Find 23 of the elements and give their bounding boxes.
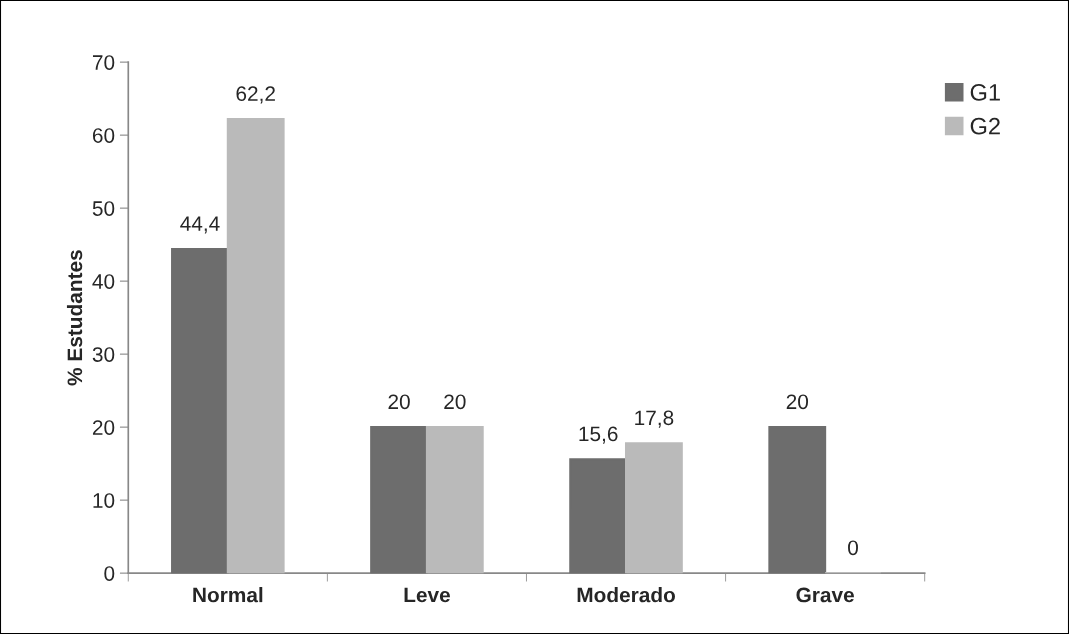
data-label: 0 bbox=[848, 540, 858, 556]
y-tick-label: 70 bbox=[92, 55, 115, 70]
y-tick-label: 40 bbox=[92, 274, 115, 289]
data-label: 20 bbox=[388, 394, 410, 410]
y-tick-label: 10 bbox=[93, 493, 115, 508]
data-label: 62,2 bbox=[236, 86, 275, 104]
y-tick-label: 60 bbox=[92, 128, 115, 143]
x-tick-label: Leve bbox=[404, 587, 450, 603]
x-tick-label: Moderado bbox=[577, 587, 675, 603]
y-axis-title: % Estudantes bbox=[66, 250, 83, 386]
data-label: 20 bbox=[786, 394, 809, 410]
data-label: 44,4 bbox=[180, 216, 220, 234]
x-tick-label: Normal bbox=[193, 587, 263, 603]
y-tick-label: 0 bbox=[104, 566, 115, 581]
y-tick-label: 30 bbox=[92, 347, 115, 362]
legend-label: G1 bbox=[970, 84, 1000, 101]
y-tick-label: 50 bbox=[92, 201, 115, 216]
data-label: 17,8 bbox=[635, 410, 674, 428]
data-label: 20 bbox=[444, 394, 466, 410]
legend-label: G2 bbox=[970, 117, 1000, 135]
x-tick-label: Grave bbox=[796, 587, 854, 603]
data-label: 15,6 bbox=[579, 426, 618, 444]
y-tick-label: 20 bbox=[92, 420, 115, 435]
